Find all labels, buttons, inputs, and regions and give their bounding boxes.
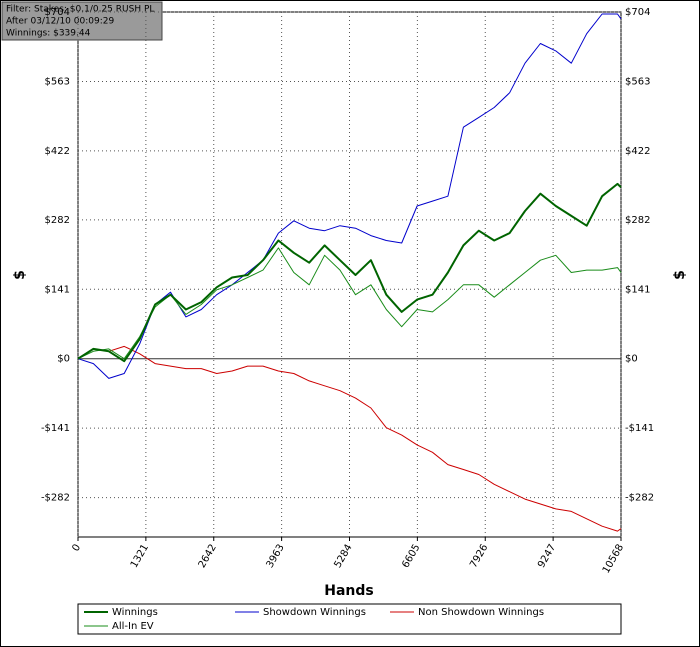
y2-tick-label: $563 bbox=[625, 76, 650, 87]
filter-box bbox=[1, 1, 163, 41]
annotation: Winnings: $339.44 bbox=[6, 29, 91, 39]
annotation: Filter: Stakes: $0.1/0.25 RUSH PL bbox=[6, 5, 154, 15]
legend bbox=[77, 603, 622, 635]
y2-tick-label: $141 bbox=[625, 284, 650, 295]
y-tick-label: $282 bbox=[45, 215, 70, 226]
series-line bbox=[77, 345, 622, 532]
y-axis-label: $ bbox=[672, 270, 688, 280]
y2-tick-label: $704 bbox=[625, 7, 650, 18]
legend-label: All-In EV bbox=[112, 621, 154, 632]
legend-label: Winnings bbox=[112, 607, 158, 618]
y-tick-label: $704 bbox=[45, 7, 70, 18]
series-line bbox=[77, 182, 622, 363]
y2-tick-label: $422 bbox=[625, 146, 650, 157]
annotation: After 03/12/10 00:09:29 bbox=[6, 17, 114, 27]
y-axis-label: $ bbox=[12, 270, 28, 280]
y2-tick-label: -$141 bbox=[625, 423, 654, 434]
legend-label: Non Showdown Winnings bbox=[418, 607, 544, 618]
x-tick-label: 0 bbox=[70, 543, 83, 554]
y2-tick-label: $0 bbox=[625, 354, 638, 365]
y-tick-label: $563 bbox=[45, 76, 70, 87]
y-tick-label: $0 bbox=[57, 354, 70, 365]
y-tick-label: $141 bbox=[45, 284, 70, 295]
y-tick-label: -$282 bbox=[41, 493, 70, 504]
legend-label: Showdown Winnings bbox=[263, 607, 366, 618]
y2-tick-label: $282 bbox=[625, 215, 650, 226]
y2-tick-label: -$282 bbox=[625, 493, 654, 504]
y-tick-label: -$141 bbox=[41, 423, 70, 434]
series-line bbox=[77, 13, 622, 379]
y-tick-label: $422 bbox=[45, 146, 70, 157]
x-axis-label: Hands bbox=[324, 583, 374, 599]
